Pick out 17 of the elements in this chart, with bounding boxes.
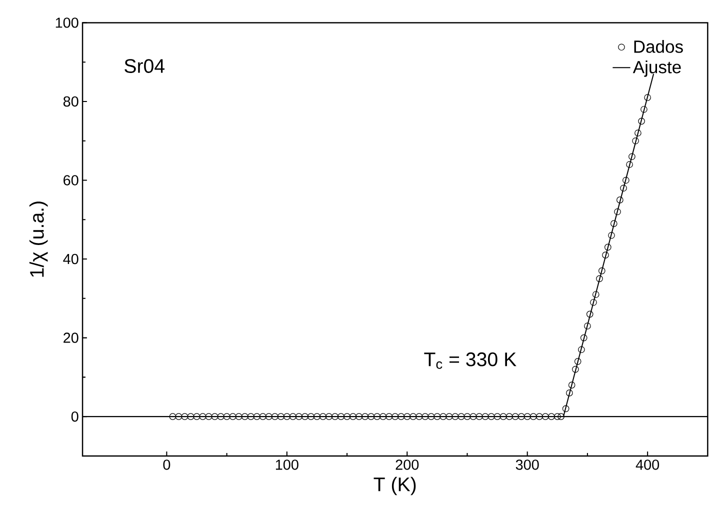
x-tick-label: 300 (516, 460, 539, 470)
x-tick-label: 100 (276, 460, 298, 470)
y-tick-label: 80 (63, 96, 78, 107)
y-tick-label: 60 (64, 175, 78, 186)
y-axis-title: 1/χ (u.a.) (29, 202, 48, 277)
y-tick-label: 20 (64, 332, 78, 343)
x-tick-label: 0 (163, 460, 170, 470)
x-tick-label: 400 (636, 460, 660, 470)
y-tick-label: 100 (56, 17, 78, 28)
legend-label: Ajuste (632, 60, 681, 77)
legend-label: Dados (634, 40, 683, 53)
x-tick-label: 200 (396, 460, 419, 470)
annotation: T$_{c}$ = 330 K (424, 352, 516, 369)
y-tick-label: 40 (63, 254, 78, 264)
x-axis-title: T (K) (374, 476, 416, 496)
annotation: Sr04 (124, 59, 165, 73)
y-tick-label: 0 (71, 411, 78, 422)
